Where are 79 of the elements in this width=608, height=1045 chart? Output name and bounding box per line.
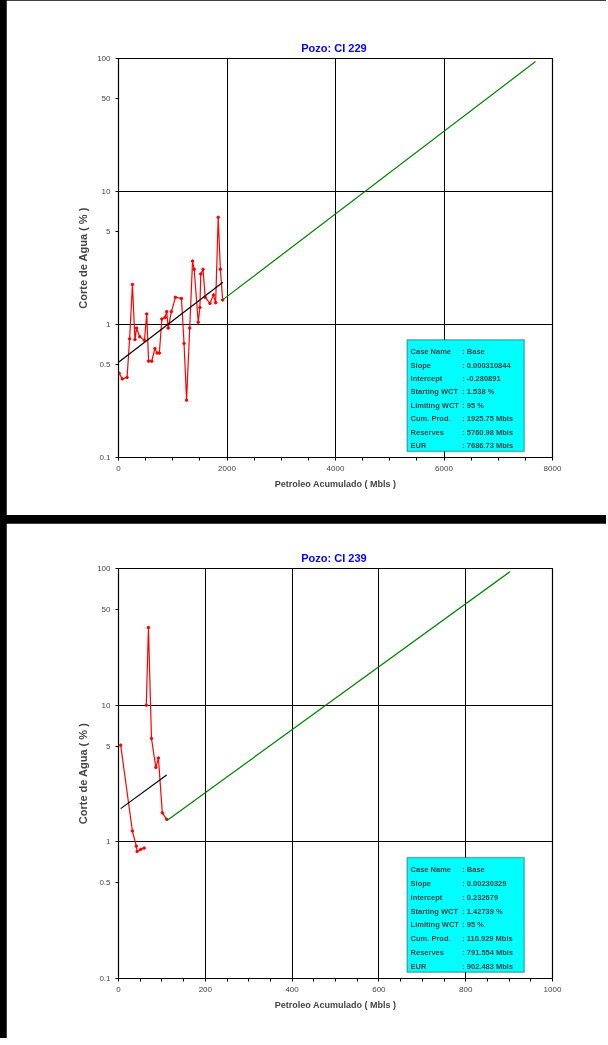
point (150, 359, 154, 363)
point (169, 309, 174, 314)
point (149, 736, 154, 741)
x-tick-label: 0 (116, 463, 122, 473)
x-axis-title: Petroleo Acumulado ( Mbls ) (274, 999, 396, 1010)
point (138, 847, 143, 852)
x-tick-label: 400 (285, 984, 300, 994)
point (187, 326, 192, 330)
y-tick-label: 0.1 (99, 974, 112, 983)
point (201, 267, 205, 272)
point (118, 743, 123, 747)
x-tick-label: 0 (116, 984, 122, 994)
point (146, 625, 151, 630)
y-tick-label: 0.5 (99, 360, 112, 370)
x-tick-label: 2000 (218, 463, 237, 473)
point (213, 300, 218, 305)
point (154, 765, 158, 770)
point (220, 298, 225, 302)
y-axis-title: Corte de Agua ( % ) (77, 722, 90, 825)
chart-title: Pozo: CI 229 (301, 41, 367, 54)
y-tick-label: 10 (101, 700, 112, 710)
point (127, 337, 132, 341)
point (218, 267, 223, 272)
point (160, 811, 165, 815)
x-tick-label: 800 (459, 984, 473, 994)
x-tick-label: 600 (372, 984, 387, 994)
point (156, 756, 161, 760)
point (190, 259, 195, 263)
point (134, 326, 139, 330)
point (146, 359, 151, 363)
y-tick-label: 5 (106, 741, 112, 751)
y-tick-label: 50 (101, 94, 112, 104)
point (163, 315, 167, 320)
point (118, 371, 121, 375)
point (157, 351, 162, 355)
point (173, 295, 178, 300)
point (130, 282, 135, 287)
point (125, 375, 129, 380)
point (144, 312, 149, 316)
point (196, 320, 200, 324)
x-tick-label: 4000 (326, 463, 345, 473)
point (155, 351, 159, 355)
point (164, 309, 169, 314)
y-tick-label: 0.5 (99, 878, 112, 888)
point (160, 317, 164, 321)
y-tick-label: 1 (106, 320, 112, 329)
x-tick-label: 8000 (543, 463, 562, 473)
x-tick-label: 200 (198, 984, 213, 994)
y-tick-label: 0.1 (99, 453, 112, 462)
point (182, 341, 186, 346)
point (184, 398, 189, 402)
point (198, 305, 202, 310)
point (120, 377, 125, 381)
y-tick-label: 50 (101, 605, 112, 615)
y-tick-label: 100 (97, 54, 112, 63)
point (134, 844, 139, 848)
point (199, 272, 203, 276)
point (208, 301, 212, 306)
y-tick-label: 10 (101, 187, 112, 196)
point (166, 326, 170, 330)
point (192, 267, 196, 272)
point (179, 296, 184, 301)
point (137, 334, 142, 339)
y-tick-label: 100 (97, 564, 112, 573)
point (216, 215, 220, 220)
point (133, 337, 137, 342)
point (142, 846, 146, 850)
point (211, 293, 216, 297)
y-tick-label: 5 (106, 227, 112, 237)
chart-title: Pozo: CI 239 (301, 551, 367, 564)
y-tick-label: 1 (106, 837, 112, 847)
x-tick-label: 6000 (435, 463, 454, 473)
point (135, 849, 139, 854)
point (130, 829, 135, 833)
y-axis-title: Corte de Agua ( % ) (77, 207, 90, 309)
x-tick-label: 1000 (543, 984, 562, 994)
x-axis-title: Petroleo Acumulado ( Mbls ) (274, 478, 396, 489)
point (144, 703, 149, 707)
point (153, 346, 157, 351)
